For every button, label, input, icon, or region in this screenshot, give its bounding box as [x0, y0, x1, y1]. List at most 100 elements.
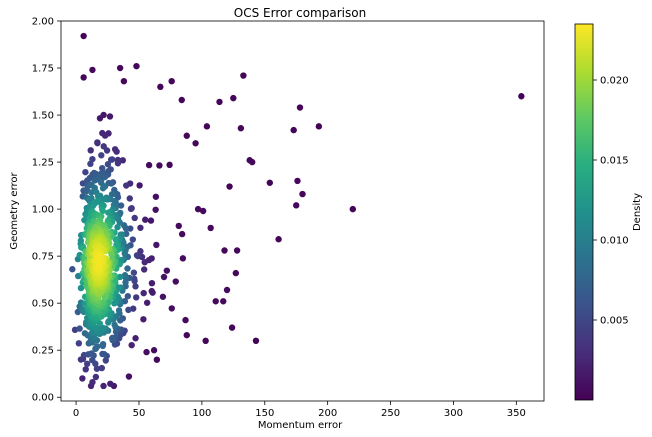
data-point [293, 202, 300, 209]
data-point [220, 298, 227, 305]
data-point [183, 132, 190, 139]
data-point [99, 350, 106, 358]
data-point [119, 157, 127, 164]
data-point [290, 126, 297, 134]
y-tick-label: 0.25 [32, 346, 54, 357]
x-axis-label: Momentum error [258, 420, 343, 431]
data-point [96, 115, 104, 122]
data-point [140, 289, 147, 297]
data-point [88, 189, 95, 196]
y-tick-label: 1.75 [32, 64, 54, 75]
data-point [132, 283, 139, 290]
y-axis: 0.00 0.25 0.50 0.75 1.00 1.25 1.50 1.75 2.00 [32, 17, 61, 404]
data-point [87, 160, 94, 168]
data-point [121, 250, 128, 257]
colorbar-tick-label: 0.015 [600, 156, 629, 167]
data-point [106, 113, 114, 120]
data-point [152, 193, 160, 200]
data-point [89, 378, 96, 386]
data-point [160, 273, 168, 281]
data-point [133, 62, 140, 70]
data-point [145, 161, 153, 169]
data-point [226, 183, 233, 190]
data-point [246, 157, 253, 164]
x-tick-label: 250 [381, 408, 400, 419]
data-point [75, 340, 83, 347]
data-point [166, 161, 173, 169]
data-point [216, 98, 223, 106]
data-point [233, 247, 241, 254]
data-point [77, 284, 85, 292]
x-tick-label: 0 [73, 408, 79, 419]
data-point [111, 300, 118, 307]
data-point [130, 269, 138, 276]
data-points [69, 32, 525, 390]
data-point [83, 360, 91, 368]
data-point [82, 168, 89, 176]
data-point [232, 269, 240, 277]
data-point [168, 305, 175, 312]
data-point [192, 140, 199, 147]
data-point [108, 335, 116, 342]
data-point [125, 373, 133, 380]
data-point [115, 307, 123, 314]
data-point [121, 272, 129, 279]
data-point [199, 207, 207, 215]
data-point [136, 182, 143, 189]
data-point [143, 299, 151, 306]
x-tick-label: 100 [192, 408, 211, 419]
data-point [80, 74, 87, 81]
y-tick-label: 0.50 [32, 299, 54, 310]
data-point [98, 152, 105, 159]
colorbar [574, 23, 594, 401]
data-point [105, 311, 113, 318]
data-point [178, 96, 185, 104]
data-point [116, 64, 124, 72]
data-point [104, 161, 112, 168]
colorbar-tick-label: 0.010 [600, 236, 629, 247]
data-point [95, 254, 103, 262]
data-point [252, 337, 260, 345]
data-point [126, 195, 133, 202]
data-point [87, 147, 94, 154]
y-axis-label: Geometry error [9, 171, 20, 249]
data-point [240, 72, 247, 79]
data-point [133, 252, 141, 259]
data-point [143, 348, 150, 356]
data-point [107, 380, 114, 387]
data-point [124, 292, 132, 300]
data-point [137, 224, 144, 231]
data-point [159, 293, 167, 300]
data-point [212, 298, 219, 305]
data-point [147, 217, 155, 224]
data-point [133, 294, 140, 301]
data-point [168, 77, 175, 85]
data-point [69, 266, 76, 273]
data-point [124, 265, 131, 272]
data-point [117, 202, 125, 209]
y-tick-label: 0.75 [32, 252, 54, 263]
data-point [153, 241, 160, 249]
data-point [76, 325, 83, 332]
data-point [114, 160, 122, 167]
data-point [299, 190, 306, 198]
colorbar-tick-label: 0.005 [600, 316, 629, 327]
x-tick-label: 300 [444, 408, 463, 419]
data-point [207, 224, 214, 232]
data-point [223, 286, 231, 294]
data-point [94, 343, 101, 350]
data-point [130, 305, 137, 312]
data-point [140, 266, 148, 273]
data-point [88, 194, 95, 202]
data-point [94, 260, 102, 267]
colorbar-tick-label: 0.020 [600, 76, 629, 87]
data-point [141, 259, 148, 266]
data-point [89, 202, 97, 209]
data-point [221, 247, 228, 254]
data-point [294, 177, 301, 185]
data-point [111, 321, 118, 329]
data-point [140, 316, 147, 323]
data-point [148, 279, 156, 287]
data-point [194, 205, 202, 213]
data-point [89, 66, 96, 74]
